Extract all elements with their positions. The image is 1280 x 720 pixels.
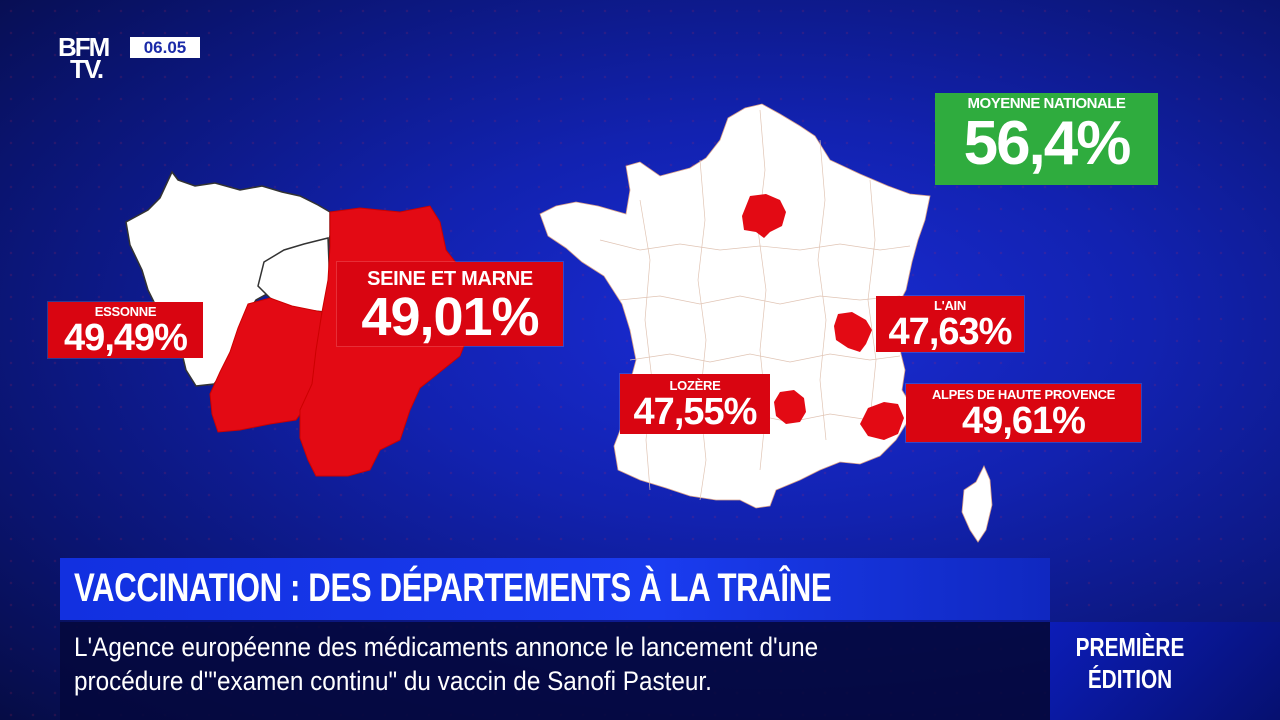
lozere-tag: LOZÈRE 47,55% <box>620 374 770 434</box>
headline-banner: VACCINATION : DES DÉPARTEMENTS À LA TRAÎ… <box>60 558 1050 620</box>
clock: 06.05 <box>130 37 200 58</box>
national-average-box: MOYENNE NATIONALE 56,4% <box>935 93 1158 185</box>
headline-text: VACCINATION : DES DÉPARTEMENTS À LA TRAÎ… <box>74 566 832 610</box>
paris-region-highlight <box>742 194 786 238</box>
tag-value: 49,49% <box>64 317 188 359</box>
lozere-highlight <box>774 390 806 424</box>
channel-logo: BFM TV. <box>58 34 110 84</box>
show-name-line1: PREMIÈRE <box>1075 632 1185 662</box>
show-name-line2: ÉDITION <box>1087 664 1173 694</box>
france-mainland <box>539 103 931 509</box>
national-average-label: MOYENNE NATIONALE <box>967 95 1126 112</box>
essonne-region <box>209 297 323 433</box>
tag-value: 49,61% <box>962 400 1086 442</box>
ain-tag: L'AIN 47,63% <box>876 296 1024 352</box>
tag-value: 47,63% <box>888 311 1013 353</box>
show-branding: PREMIÈRE ÉDITION <box>1050 622 1280 720</box>
ticker-line-1: L'Agence européenne des médicaments anno… <box>74 632 819 662</box>
tag-label: ALPES DE HAUTE PROVENCE <box>931 387 1116 402</box>
logo-line2: TV. <box>70 54 104 84</box>
news-ticker: L'Agence européenne des médicaments anno… <box>60 622 1050 720</box>
seine-et-marne-tag: SEINE ET MARNE 49,01% <box>337 262 563 346</box>
tag-label: SEINE ET MARNE <box>367 268 533 290</box>
ain-highlight <box>834 312 872 352</box>
alpes-haute-provence-tag: ALPES DE HAUTE PROVENCE 49,61% <box>906 384 1141 442</box>
tag-value: 49,01% <box>361 287 539 347</box>
alpes-haute-provence-highlight <box>860 402 904 440</box>
tag-value: 47,55% <box>633 391 758 433</box>
essonne-tag: ESSONNE 49,49% <box>48 302 203 358</box>
tag-label: ESSONNE <box>94 304 157 319</box>
corsica <box>961 465 993 543</box>
ticker-line-2: procédure d'"examen continu" du vaccin d… <box>74 666 712 696</box>
tag-label: L'AIN <box>934 298 966 313</box>
tag-label: LOZÈRE <box>669 378 721 393</box>
logo-line1: BFM <box>58 32 110 62</box>
national-average-value: 56,4% <box>963 109 1132 178</box>
